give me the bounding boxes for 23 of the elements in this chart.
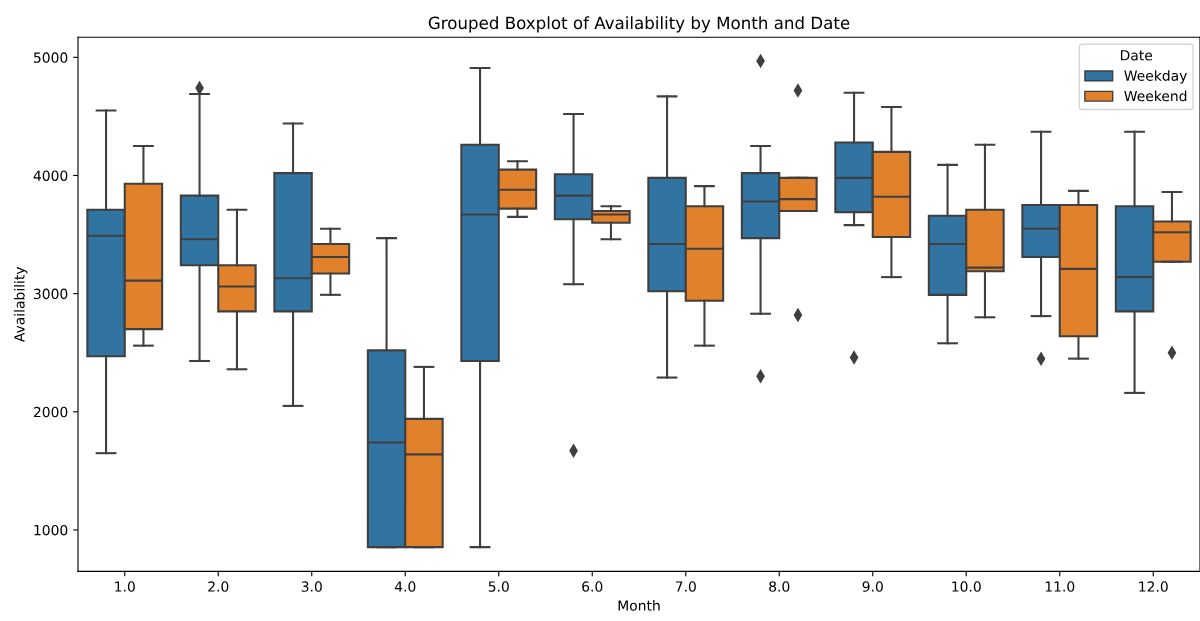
x-tick-label: 8.0 (769, 581, 790, 592)
x-tick-label: 5.0 (488, 581, 509, 592)
x-tick-label: 11.0 (1045, 581, 1075, 592)
y-axis-title: Availability (13, 266, 28, 343)
x-tick-label: 4.0 (394, 581, 416, 592)
y-tick-label: 2000 (33, 406, 68, 418)
legend-label: Weekend (1124, 90, 1187, 102)
y-tick-label: 3000 (33, 288, 68, 300)
x-tick-label: 7.0 (675, 581, 696, 592)
chart-title: Grouped Boxplot of Availability by Month and Date (428, 16, 850, 33)
legend-label: Weekday (1124, 70, 1187, 84)
x-axis-title: Month (618, 600, 660, 611)
y-tick-label: 5000 (34, 52, 68, 63)
legend-title: Date (1120, 50, 1153, 61)
x-tick-label: 3.0 (301, 581, 322, 592)
y-tick-label: 4000 (33, 170, 68, 181)
x-tick-label: 6.0 (582, 581, 603, 592)
x-tick-label: 10.0 (952, 581, 981, 592)
x-tick-label: 9.0 (862, 581, 883, 592)
x-tick-label: 2.0 (208, 581, 229, 592)
x-tick-label: 1.0 (115, 581, 135, 592)
x-tick-label: 12.0 (1139, 581, 1168, 592)
y-tick-label: 1000 (34, 524, 68, 536)
